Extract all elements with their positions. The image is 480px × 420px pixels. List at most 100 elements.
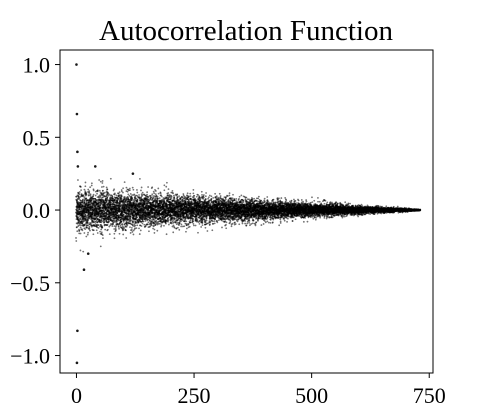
acf-point — [77, 216, 80, 219]
acf-point — [83, 196, 86, 199]
acf-point — [185, 227, 188, 230]
acf-point — [182, 193, 185, 195]
acf-point — [92, 229, 95, 232]
acf-point — [122, 191, 124, 194]
acf-point — [212, 196, 215, 199]
acf-point — [88, 190, 91, 192]
acf-point — [91, 219, 94, 222]
acf-point — [118, 232, 121, 235]
acf-point — [99, 230, 101, 233]
acf-point — [118, 216, 120, 219]
acf-point — [140, 189, 142, 192]
acf-point — [97, 227, 100, 229]
acf-point — [78, 224, 81, 227]
acf-point — [109, 177, 112, 180]
acf-point — [85, 191, 87, 194]
acf-point — [113, 237, 116, 240]
acf-point — [93, 215, 95, 218]
acf-point — [113, 193, 116, 196]
acf-point — [198, 195, 201, 198]
acf-point — [113, 221, 115, 224]
acf-point — [113, 228, 116, 230]
acf-point — [89, 204, 92, 206]
acf-point — [96, 189, 99, 192]
acf-point — [104, 195, 106, 198]
acf-point — [99, 191, 102, 194]
acf-point — [157, 187, 160, 190]
acf-point — [126, 224, 129, 227]
acf-point — [148, 230, 150, 233]
acf-point — [156, 197, 159, 200]
acf-point — [214, 192, 217, 195]
acf-point — [84, 185, 87, 188]
acf-point — [99, 180, 102, 183]
acf-point — [210, 198, 213, 201]
acf-point — [78, 229, 81, 232]
acf-point — [77, 222, 80, 225]
acf-point — [87, 231, 89, 234]
acf-point — [187, 224, 190, 226]
acf-point — [128, 187, 131, 190]
acf-point — [103, 210, 106, 213]
acf-point — [131, 197, 134, 200]
acf-point — [108, 220, 110, 223]
acf-point — [188, 225, 191, 228]
acf-point — [79, 226, 82, 229]
acf-point — [98, 179, 101, 181]
acf-point — [99, 245, 102, 248]
acf-point — [147, 196, 150, 199]
acf-point — [187, 195, 190, 198]
acf-point — [218, 192, 221, 195]
acf-point — [160, 195, 163, 198]
acf-point — [122, 228, 125, 231]
acf-point — [96, 232, 99, 234]
acf-point — [123, 181, 126, 183]
acf-point — [111, 223, 114, 226]
acf-point — [133, 193, 136, 196]
acf-point — [75, 240, 78, 242]
acf-point — [154, 190, 157, 192]
acf-point — [77, 192, 80, 194]
acf-point — [193, 224, 195, 227]
acf-point — [132, 220, 135, 223]
acf-point — [167, 198, 170, 201]
acf-point — [88, 225, 91, 228]
acf-point — [113, 232, 116, 235]
acf-point — [199, 198, 202, 201]
acf-point — [101, 234, 104, 236]
acf-point — [116, 220, 118, 223]
acf-point — [185, 220, 188, 223]
acf-point — [156, 229, 159, 232]
acf-point — [163, 199, 165, 202]
acf-point — [116, 211, 119, 214]
acf-point — [108, 225, 111, 228]
acf-point — [86, 222, 89, 225]
acf-point — [101, 180, 104, 182]
acf-point — [140, 200, 143, 203]
acf-point — [170, 197, 173, 199]
acf-point — [178, 222, 181, 224]
acf-point — [100, 228, 103, 231]
acf-point — [216, 200, 219, 203]
acf-point — [76, 230, 79, 233]
acf-point — [89, 211, 92, 214]
acf-point — [146, 193, 148, 196]
acf-point — [186, 194, 188, 197]
acf-point — [118, 191, 121, 194]
acf-point — [81, 195, 84, 198]
acf-point — [118, 227, 120, 230]
acf-point — [85, 193, 88, 196]
acf-point — [144, 201, 147, 204]
acf-point — [75, 226, 78, 229]
acf-point — [160, 224, 163, 227]
acf-point — [120, 189, 123, 191]
acf-point — [176, 193, 179, 196]
acf-point — [185, 230, 187, 233]
acf-point — [101, 182, 104, 184]
acf-point — [177, 199, 179, 202]
acf-point — [172, 231, 175, 234]
acf-point — [97, 203, 100, 206]
acf-point — [89, 186, 92, 189]
acf-point — [129, 232, 132, 234]
acf-point — [143, 223, 146, 226]
